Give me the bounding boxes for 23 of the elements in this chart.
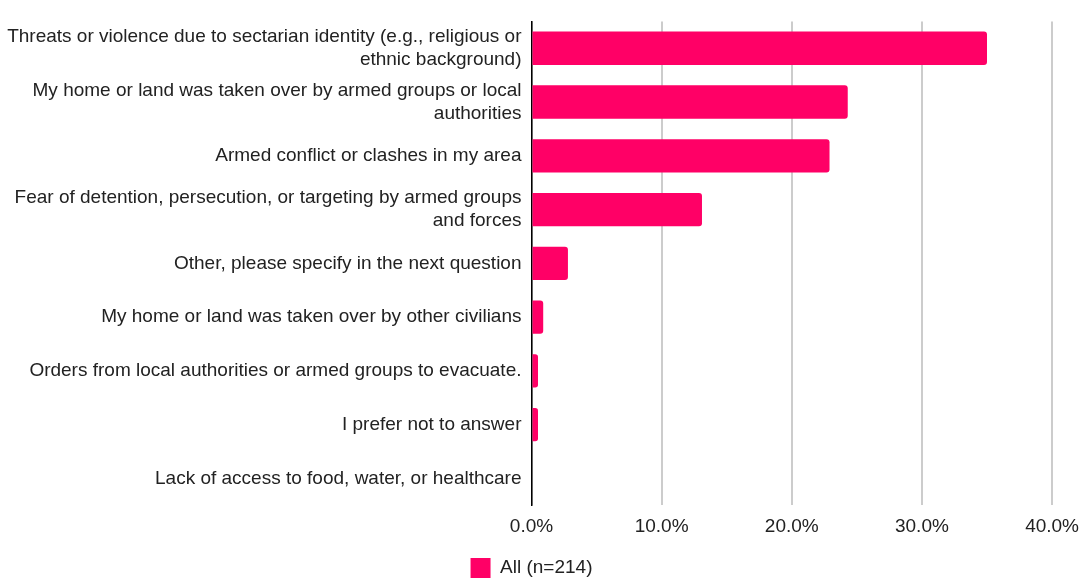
legend-label: All (n=214): [500, 556, 593, 578]
x-tick-label: 0.0%: [509, 514, 554, 536]
x-tick-label: 10.0%: [634, 514, 689, 536]
y-tick-label: Orders from local authorities or armed groups to evacuate.: [29, 359, 522, 381]
bar: [532, 192, 702, 227]
y-tick-label: My home or land was taken over by other civilians: [101, 305, 522, 327]
y-tick-label: Armed conflict or clashes in my area: [215, 144, 522, 166]
y-tick-label: Lack of access to food, water, or healthcare: [155, 466, 522, 488]
bar: [532, 31, 987, 65]
bar: [532, 300, 544, 334]
x-tick-label: 40.0%: [1025, 514, 1080, 536]
x-tick-label: 30.0%: [894, 514, 949, 536]
y-tick-label: I prefer not to answer: [341, 412, 523, 434]
bar: [532, 139, 830, 173]
bar: [532, 407, 539, 442]
x-tick-label: 20.0%: [764, 514, 819, 536]
y-tick-label: Threats or violence due to sectarian identity (e.g., religious or ethnic background): [7, 25, 523, 69]
y-tick-label: My home or land was taken over by armed groups or local authorities: [32, 78, 522, 123]
bar: [532, 85, 848, 119]
bar: [532, 246, 568, 280]
y-tick-label: Fear of detention, persecution, or targeting by armed groups and forces: [14, 186, 522, 231]
y-tick-label: Other, please specify in the next question: [174, 251, 522, 273]
bar: [532, 354, 539, 388]
